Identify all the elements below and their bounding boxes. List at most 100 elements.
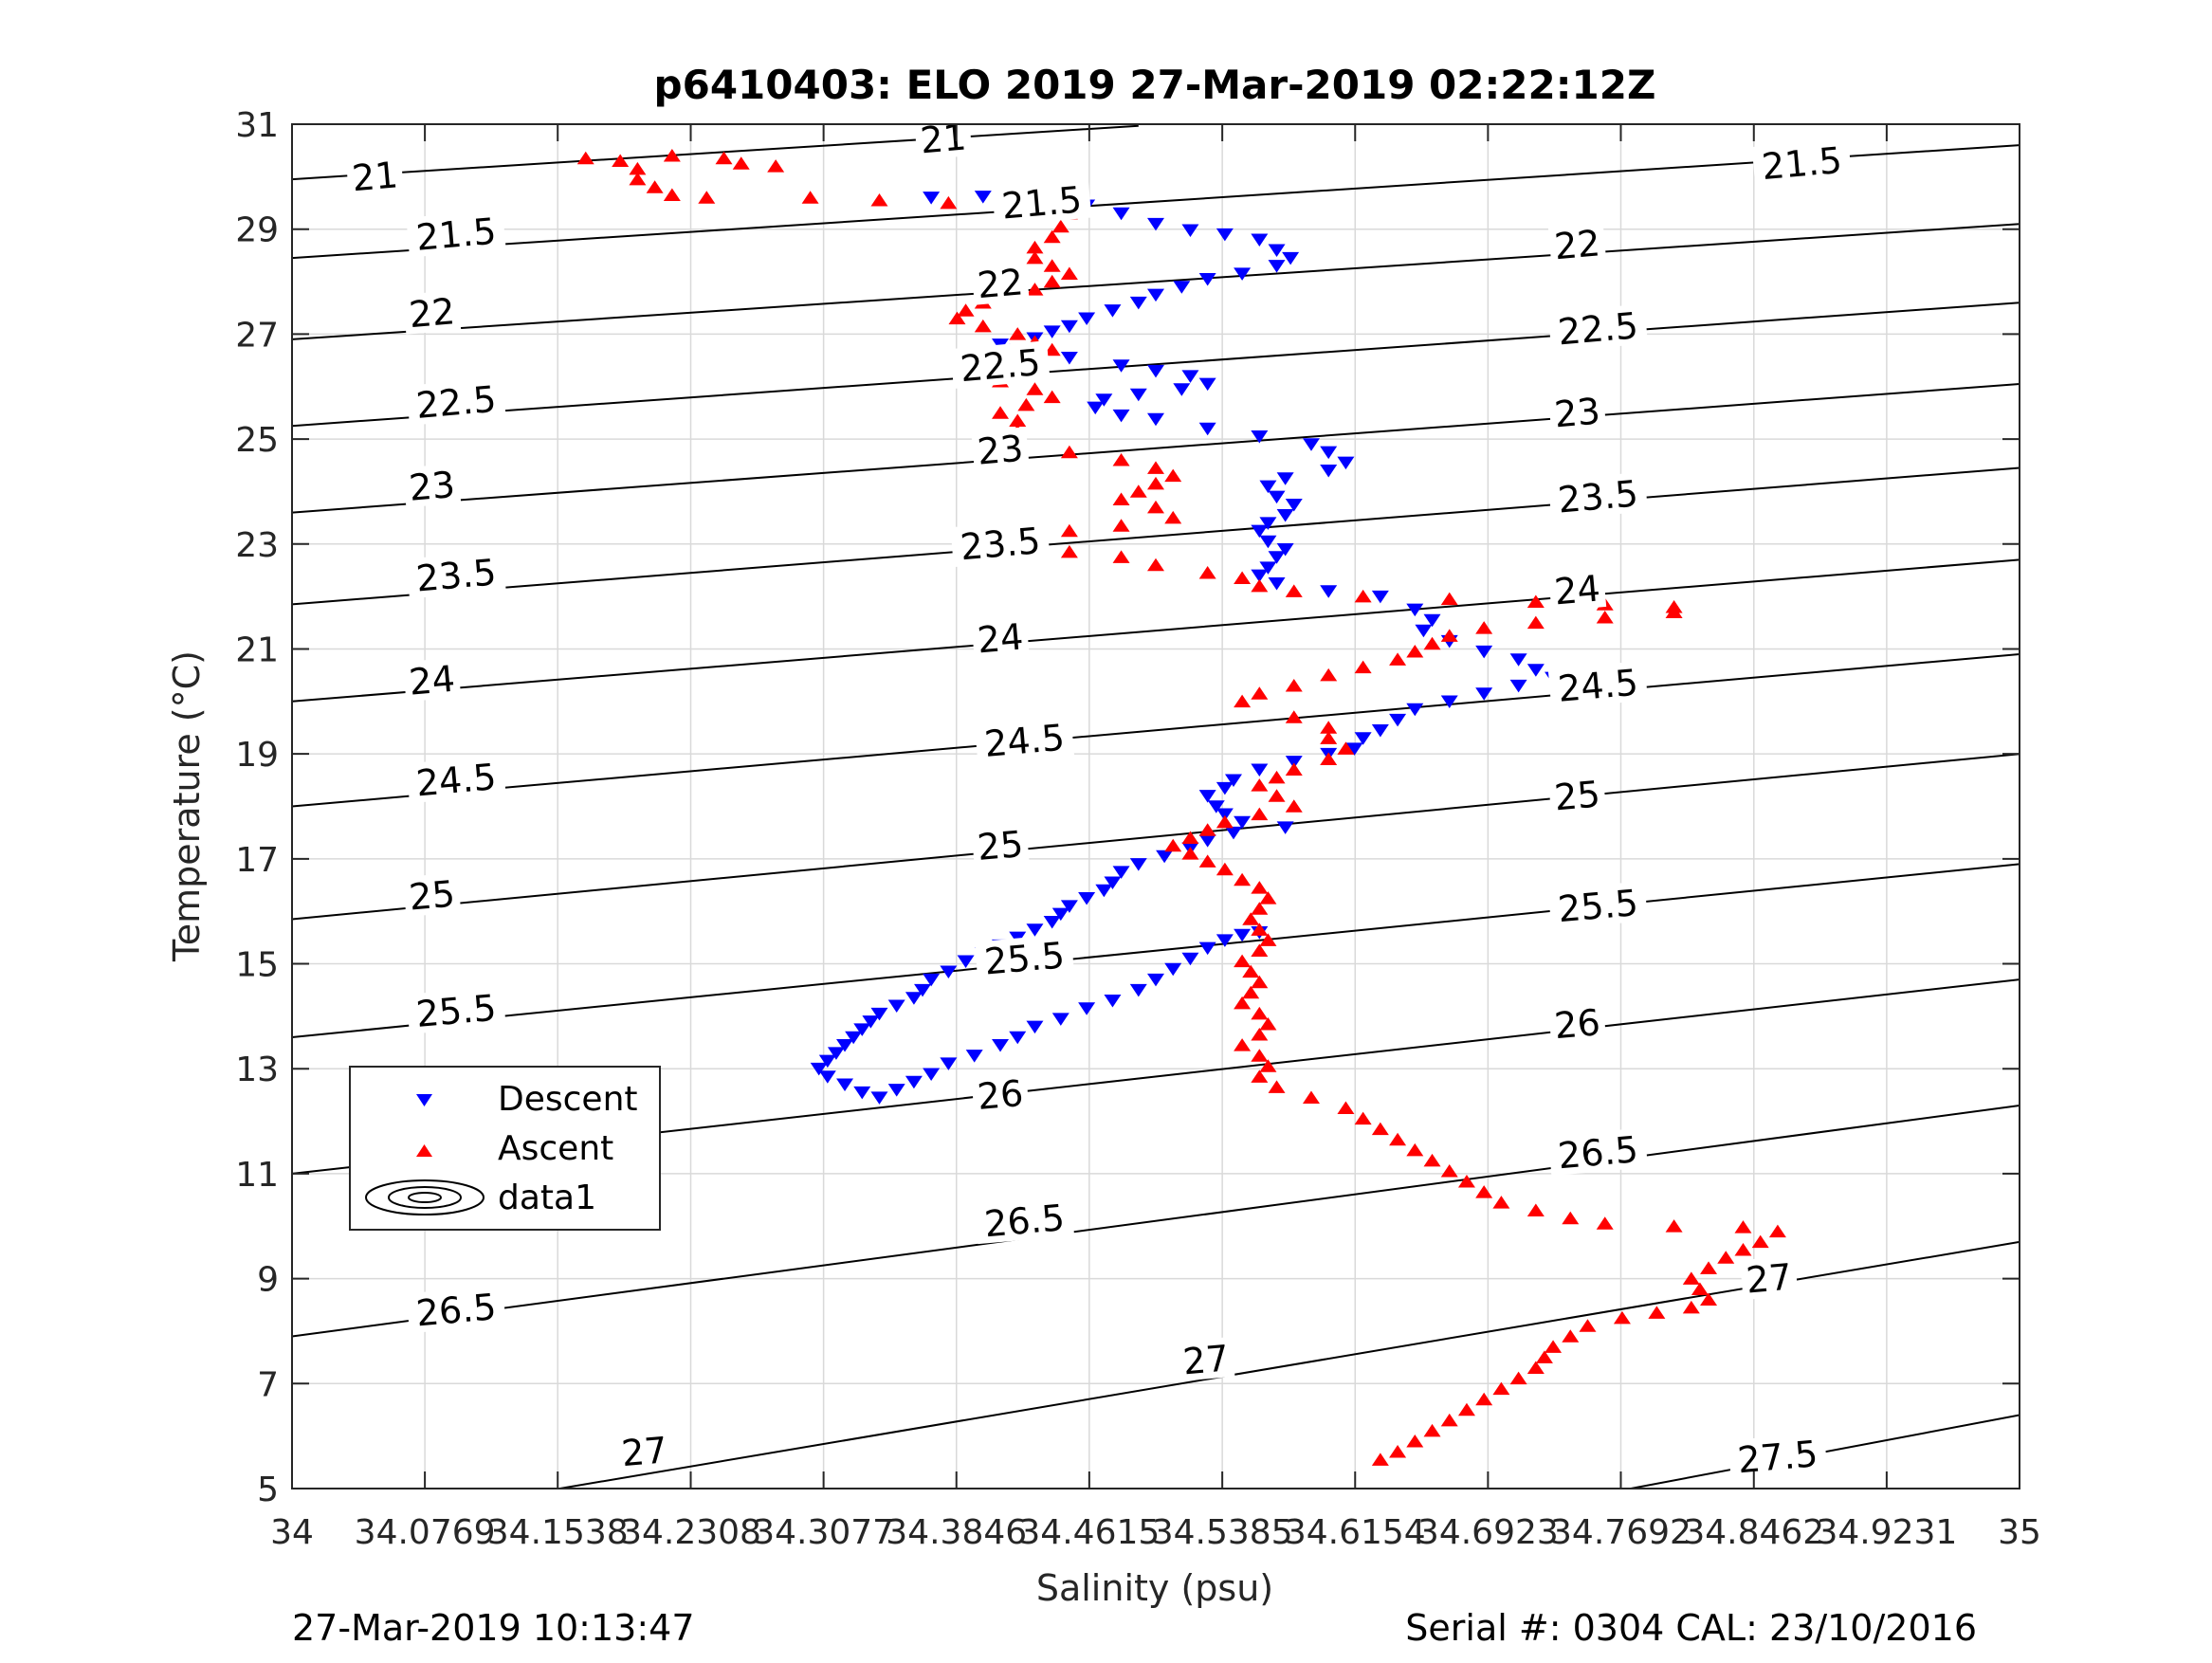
x-axis-label: Salinity (psu) — [1036, 1567, 1273, 1609]
descent-point — [1526, 664, 1545, 677]
descent-point — [1095, 884, 1113, 898]
descent-point — [1078, 1002, 1096, 1015]
ascent-point — [1700, 1292, 1718, 1307]
contour-label: 27.5 — [1736, 1433, 1819, 1481]
descent-point — [1009, 931, 1027, 945]
ascent-point — [1060, 544, 1078, 558]
contour-label-background — [1547, 389, 1607, 434]
ascent-point — [1026, 240, 1044, 254]
contour-label: 23 — [1553, 390, 1602, 435]
axis-ticks — [291, 123, 2020, 1489]
contour-label-background — [971, 822, 1030, 868]
footer-timestamp: 27-Mar-2019 10:13:47 — [292, 1607, 695, 1649]
descent-point — [1147, 364, 1164, 378]
ascent-point — [663, 149, 681, 162]
ascent-point — [1216, 814, 1234, 829]
ascent-point — [1026, 382, 1044, 395]
descent-point — [992, 1039, 1010, 1052]
ascent-point — [1268, 1080, 1286, 1093]
descent-point — [818, 1054, 836, 1069]
x-tick-label: 34.5385 — [1152, 1513, 1293, 1552]
descent-point — [862, 1015, 880, 1029]
ascent-point — [1181, 847, 1199, 860]
ascent-point — [1259, 1059, 1277, 1072]
descent-point — [1268, 576, 1286, 591]
descent-point — [1095, 393, 1113, 407]
ascent-point — [1060, 266, 1078, 281]
descent-point — [1234, 815, 1252, 830]
ascent-point — [1320, 667, 1338, 682]
y-tick-label: 15 — [235, 946, 279, 985]
ascent-point — [1242, 912, 1260, 925]
ascent-point — [1251, 578, 1269, 593]
descent-point — [1087, 401, 1105, 415]
contour-label: 22.5 — [959, 341, 1042, 390]
contour-label-background — [1177, 1336, 1235, 1381]
contour-line-24-5 — [292, 653, 2020, 808]
contour-label: 26.5 — [414, 1286, 498, 1334]
descent-point — [1259, 480, 1277, 494]
ascent-point — [1526, 615, 1545, 630]
ascent-point — [1475, 621, 1493, 634]
descent-point — [1181, 224, 1199, 237]
descent-point — [1198, 790, 1216, 803]
legend-contour-icon — [365, 1179, 484, 1215]
ascent-point — [1251, 686, 1269, 700]
descent-point — [1234, 267, 1252, 281]
descent-point — [1251, 233, 1269, 247]
ascent-point — [1665, 605, 1683, 619]
ascent-point — [1440, 592, 1458, 606]
descent-point — [1259, 561, 1277, 575]
ascent-point — [1406, 1434, 1424, 1448]
descent-point — [1104, 304, 1122, 318]
descent-point — [1181, 952, 1199, 966]
ascent-point — [1026, 250, 1044, 265]
descent-point — [1216, 228, 1234, 242]
contour-label-background — [992, 177, 1092, 227]
ascent-point — [646, 180, 664, 193]
descent-point — [1009, 1031, 1027, 1045]
ascent-point — [1337, 741, 1355, 755]
descent-point — [1156, 850, 1174, 864]
ascent-point — [1682, 1271, 1700, 1285]
descent-point — [1251, 569, 1269, 583]
contour-label-background — [1728, 1432, 1828, 1481]
ascent-point — [1389, 652, 1407, 666]
descent-point — [1147, 217, 1164, 231]
ascent-point — [1320, 752, 1338, 765]
descent-point — [1251, 524, 1269, 539]
ascent-point — [1234, 1038, 1252, 1051]
descent-point — [1198, 941, 1216, 956]
contour-label-background — [1547, 567, 1607, 612]
ascent-point — [1700, 1261, 1718, 1274]
descent-point — [923, 973, 941, 987]
descent-point — [1475, 645, 1493, 659]
contour-label-background — [971, 260, 1030, 305]
ascent-point — [1535, 1350, 1553, 1363]
ascent-point — [1526, 1203, 1545, 1216]
ascent-point — [1216, 862, 1234, 876]
contour-label-background — [1740, 1255, 1799, 1301]
ascent-point — [1285, 679, 1303, 692]
descent-point — [940, 1057, 958, 1070]
contour-label-background — [971, 1071, 1030, 1117]
ascent-point — [1251, 975, 1269, 989]
contour-label: 24.5 — [982, 717, 1066, 765]
ascent-point — [1423, 1153, 1441, 1167]
ascent-point — [1285, 584, 1303, 597]
descent-point — [1440, 695, 1458, 709]
ascent-point — [1285, 799, 1303, 813]
descent-point — [1198, 377, 1216, 392]
x-tick-label: 34.7692 — [1550, 1513, 1691, 1552]
x-tick-label: 34.1538 — [487, 1513, 629, 1552]
y-tick-label: 17 — [235, 841, 279, 880]
descent-point — [1259, 535, 1277, 549]
ascent-point — [1251, 807, 1269, 821]
descent-point — [1104, 994, 1122, 1008]
ascent-point — [1164, 838, 1182, 852]
descent-point — [1129, 858, 1147, 871]
ascent-point — [1009, 413, 1027, 428]
descent-point — [1337, 456, 1355, 470]
y-tick-label: 11 — [235, 1156, 279, 1195]
